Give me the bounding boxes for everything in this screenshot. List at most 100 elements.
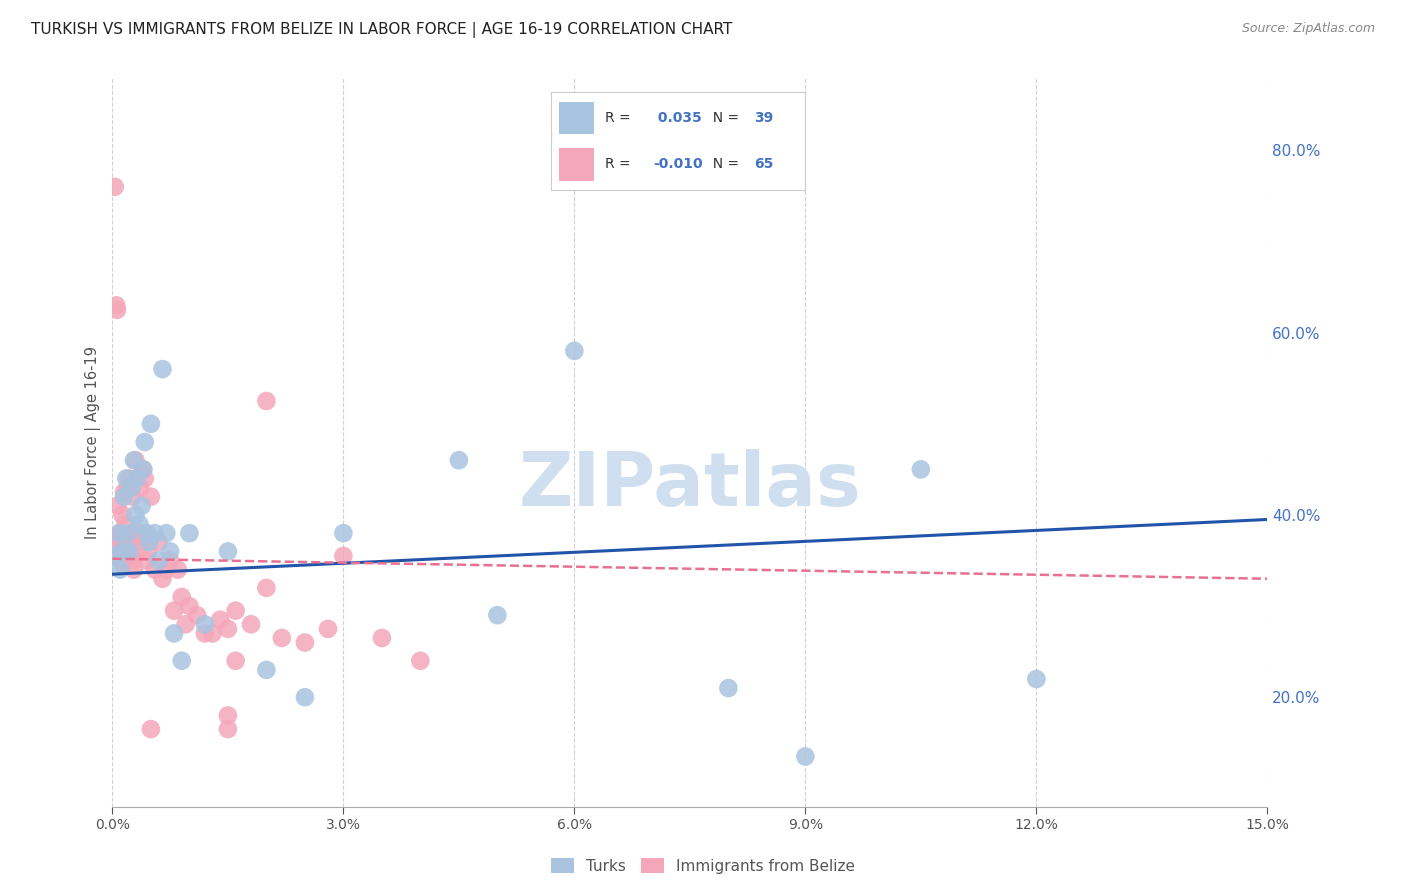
Point <box>125 471 148 485</box>
Point <box>132 462 155 476</box>
Y-axis label: In Labor Force | Age 16-19: In Labor Force | Age 16-19 <box>86 345 101 539</box>
Point <box>131 499 153 513</box>
Point <box>254 663 277 677</box>
Point <box>163 626 186 640</box>
Point <box>225 654 247 668</box>
Point <box>139 417 162 431</box>
Point <box>134 471 156 485</box>
Point <box>118 535 141 549</box>
Point <box>486 608 509 623</box>
Point <box>225 604 247 618</box>
Point <box>117 481 139 495</box>
Point <box>111 508 134 522</box>
Point <box>152 362 174 376</box>
Point <box>107 499 129 513</box>
Point <box>209 613 232 627</box>
Point <box>270 631 292 645</box>
Point <box>124 508 146 522</box>
Point <box>110 553 132 567</box>
Point <box>294 635 316 649</box>
Point <box>104 179 127 194</box>
Point <box>122 553 145 567</box>
Point <box>1025 672 1047 686</box>
Point <box>201 626 224 640</box>
Point <box>122 563 145 577</box>
Point <box>105 298 128 312</box>
Point <box>128 516 150 531</box>
Point <box>194 617 217 632</box>
Point <box>166 563 188 577</box>
Point <box>115 471 138 485</box>
Point <box>108 563 131 577</box>
Point <box>121 526 143 541</box>
Point <box>179 526 201 541</box>
Point <box>143 563 166 577</box>
Point <box>125 531 148 545</box>
Point <box>910 462 932 476</box>
Point <box>170 654 193 668</box>
Point <box>138 535 160 549</box>
Point <box>129 481 152 495</box>
Point <box>159 553 181 567</box>
Point <box>240 617 263 632</box>
Point <box>111 540 134 554</box>
Point <box>111 544 134 558</box>
Point <box>186 608 208 623</box>
Point <box>112 485 135 500</box>
Point <box>117 526 139 541</box>
Point <box>179 599 201 613</box>
Point <box>155 526 177 541</box>
Point <box>112 558 135 572</box>
Point <box>121 490 143 504</box>
Point <box>143 526 166 541</box>
Point <box>371 631 394 645</box>
Legend: Turks, Immigrants from Belize: Turks, Immigrants from Belize <box>544 852 862 880</box>
Point <box>114 516 136 531</box>
Point <box>217 708 239 723</box>
Point <box>108 540 131 554</box>
Point <box>254 581 277 595</box>
Point <box>332 549 354 563</box>
Point <box>135 553 157 567</box>
Point <box>115 531 138 545</box>
Point <box>107 531 129 545</box>
Point <box>105 549 128 563</box>
Point <box>139 490 162 504</box>
Point <box>136 544 159 558</box>
Point <box>105 302 128 317</box>
Point <box>174 617 197 632</box>
Point <box>217 544 239 558</box>
Point <box>170 590 193 604</box>
Text: Source: ZipAtlas.com: Source: ZipAtlas.com <box>1241 22 1375 36</box>
Point <box>316 622 339 636</box>
Point <box>159 544 181 558</box>
Point <box>794 749 817 764</box>
Point <box>120 544 142 558</box>
Point <box>163 604 186 618</box>
Point <box>120 549 142 563</box>
Point <box>112 490 135 504</box>
Point <box>332 526 354 541</box>
Point <box>217 722 239 736</box>
Point <box>138 531 160 545</box>
Point <box>139 722 162 736</box>
Point <box>148 553 170 567</box>
Point <box>717 681 740 695</box>
Point <box>148 535 170 549</box>
Point <box>134 435 156 450</box>
Point <box>132 462 155 476</box>
Point <box>107 526 129 541</box>
Point <box>108 526 131 541</box>
Point <box>122 453 145 467</box>
Point <box>136 526 159 541</box>
Point <box>121 481 143 495</box>
Point <box>124 453 146 467</box>
Point <box>217 622 239 636</box>
Point <box>115 535 138 549</box>
Point <box>409 654 432 668</box>
Point <box>294 690 316 705</box>
Text: ZIPatlas: ZIPatlas <box>519 450 862 523</box>
Point <box>564 343 586 358</box>
Point <box>131 535 153 549</box>
Point <box>128 526 150 541</box>
